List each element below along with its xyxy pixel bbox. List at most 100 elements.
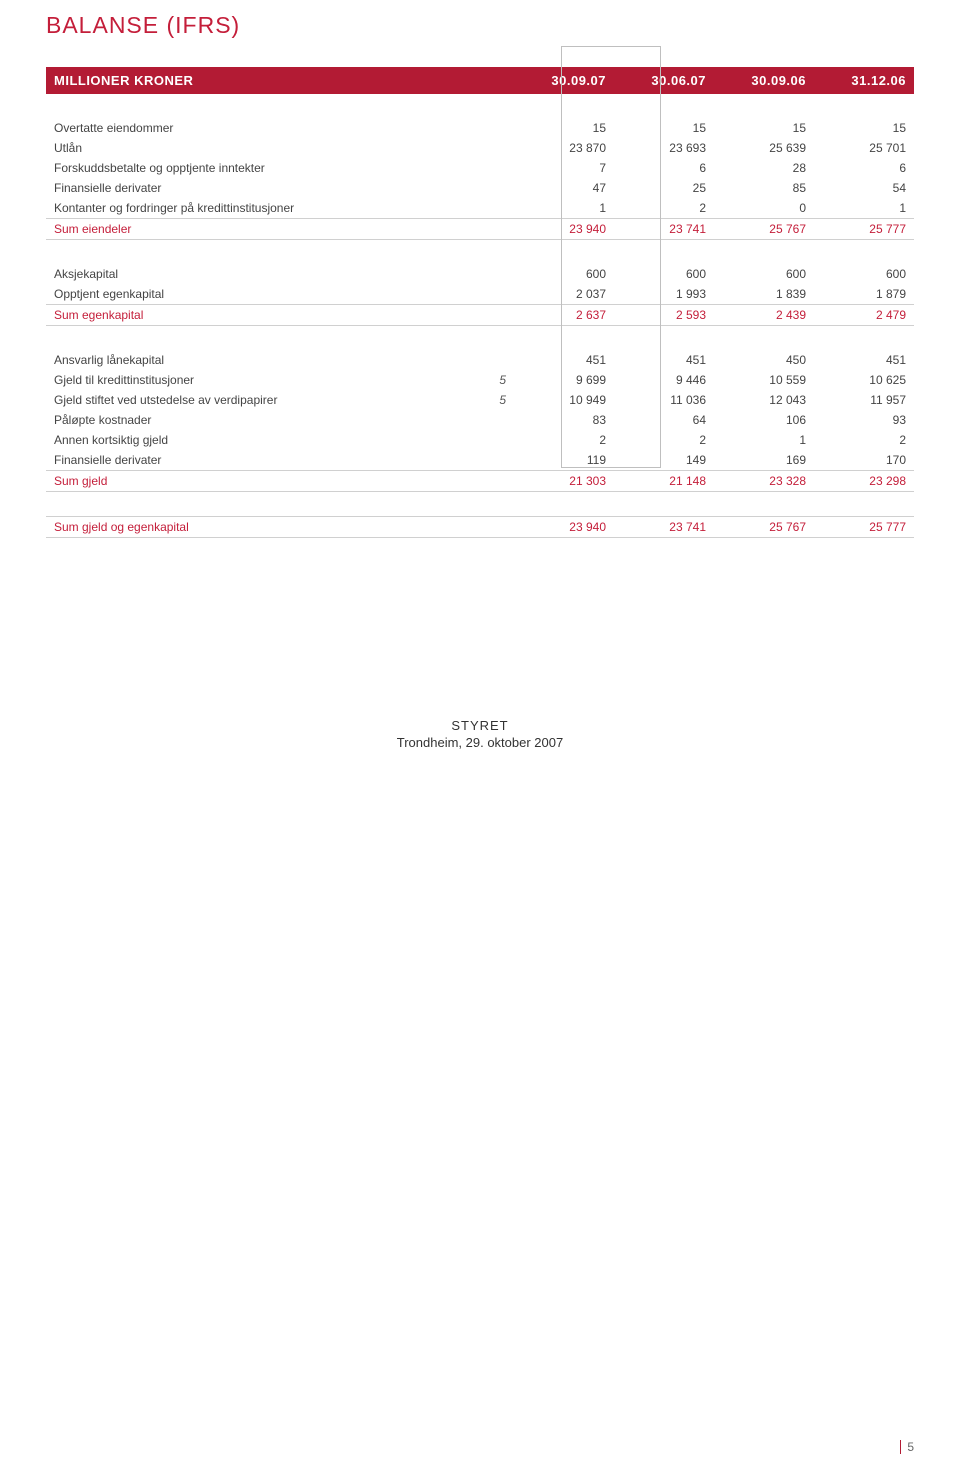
row-value: 1 879 <box>814 284 914 305</box>
row-note: 5 <box>484 390 514 410</box>
spacer-row <box>46 240 914 265</box>
row-note <box>484 118 514 138</box>
row-note <box>484 178 514 198</box>
row-value: 2 439 <box>714 305 814 326</box>
row-value: 2 <box>614 430 714 450</box>
row-value: 9 699 <box>514 370 614 390</box>
row-note <box>484 350 514 370</box>
row-value: 600 <box>514 264 614 284</box>
row-note: 5 <box>484 370 514 390</box>
row-value: 2 <box>814 430 914 450</box>
row-value: 28 <box>714 158 814 178</box>
table-row: Annen kortsiktig gjeld2212 <box>46 430 914 450</box>
row-value: 25 777 <box>814 517 914 538</box>
row-label: Finansielle derivater <box>46 450 484 471</box>
row-label: Sum egenkapital <box>46 305 484 326</box>
table-row: Forskuddsbetalte og opptjente inntekter 7… <box>46 158 914 178</box>
table-row: Utlån23 87023 69325 63925 701 <box>46 138 914 158</box>
row-label: Sum gjeld <box>46 471 484 492</box>
row-value: 451 <box>814 350 914 370</box>
row-label: Finansielle derivater <box>46 178 484 198</box>
row-value: 23 940 <box>514 517 614 538</box>
row-value: 2 593 <box>614 305 714 326</box>
row-value: 9 446 <box>614 370 714 390</box>
table-row: Sum gjeld og egenkapital23 94023 74125 7… <box>46 517 914 538</box>
row-value: 23 741 <box>614 517 714 538</box>
row-note <box>484 450 514 471</box>
table-row: Gjeld stiftet ved utstedelse av verdipap… <box>46 390 914 410</box>
row-value: 2 479 <box>814 305 914 326</box>
row-value: 7 <box>514 158 614 178</box>
table-row: Finansielle derivater119149169170 <box>46 450 914 471</box>
row-value: 25 <box>614 178 714 198</box>
header-col-0: 30.09.07 <box>514 67 614 94</box>
row-value: 0 <box>714 198 814 219</box>
row-note <box>484 138 514 158</box>
row-value: 11 957 <box>814 390 914 410</box>
row-label: Forskuddsbetalte og opptjente inntekter <box>46 158 484 178</box>
signature-block: STYRET Trondheim, 29. oktober 2007 <box>0 718 960 750</box>
row-label: Ansvarlig lånekapital <box>46 350 484 370</box>
row-value: 149 <box>614 450 714 471</box>
row-label: Sum eiendeler <box>46 219 484 240</box>
row-value: 15 <box>814 118 914 138</box>
row-value: 93 <box>814 410 914 430</box>
row-value: 23 298 <box>814 471 914 492</box>
balance-table: MILLIONER KRONER 30.09.07 30.06.07 30.09… <box>46 67 914 538</box>
table-row: Sum gjeld21 30321 14823 32823 298 <box>46 471 914 492</box>
spacer-row <box>46 326 914 351</box>
signature-styret: STYRET <box>0 718 960 733</box>
table-row: Kontanter og fordringer på kredittinstit… <box>46 198 914 219</box>
row-value: 2 037 <box>514 284 614 305</box>
row-value: 119 <box>514 450 614 471</box>
table-row: Aksjekapital600600600600 <box>46 264 914 284</box>
row-value: 21 148 <box>614 471 714 492</box>
row-note <box>484 305 514 326</box>
row-value: 23 693 <box>614 138 714 158</box>
row-value: 15 <box>614 118 714 138</box>
row-value: 2 <box>614 198 714 219</box>
spacer-row <box>46 492 914 517</box>
row-value: 25 639 <box>714 138 814 158</box>
row-value: 6 <box>814 158 914 178</box>
row-value: 10 949 <box>514 390 614 410</box>
row-value: 25 767 <box>714 517 814 538</box>
row-value: 106 <box>714 410 814 430</box>
row-value: 25 777 <box>814 219 914 240</box>
table-row: Sum eiendeler23 94023 74125 76725 777 <box>46 219 914 240</box>
row-value: 23 328 <box>714 471 814 492</box>
row-label: Annen kortsiktig gjeld <box>46 430 484 450</box>
row-note <box>484 517 514 538</box>
row-note <box>484 219 514 240</box>
row-value: 451 <box>514 350 614 370</box>
row-note <box>484 430 514 450</box>
row-value: 600 <box>714 264 814 284</box>
row-label: Utlån <box>46 138 484 158</box>
row-label: Opptjent egenkapital <box>46 284 484 305</box>
header-col-3: 31.12.06 <box>814 67 914 94</box>
row-value: 12 043 <box>714 390 814 410</box>
table-row: Påløpte kostnader836410693 <box>46 410 914 430</box>
table-row: Sum egenkapital 2 6372 5932 4392 479 <box>46 305 914 326</box>
row-value: 2 637 <box>514 305 614 326</box>
page-title: BALANSE (IFRS) <box>0 0 960 39</box>
row-value: 1 <box>714 430 814 450</box>
balance-table-wrap: MILLIONER KRONER 30.09.07 30.06.07 30.09… <box>46 67 914 538</box>
row-value: 450 <box>714 350 814 370</box>
row-value: 1 <box>514 198 614 219</box>
row-label: Kontanter og fordringer på kredittinstit… <box>46 198 484 219</box>
page-number: 5 <box>900 1440 914 1454</box>
row-value: 23 870 <box>514 138 614 158</box>
row-note <box>484 198 514 219</box>
row-value: 451 <box>614 350 714 370</box>
row-label: Gjeld stiftet ved utstedelse av verdipap… <box>46 390 484 410</box>
table-header-row: MILLIONER KRONER 30.09.07 30.06.07 30.09… <box>46 67 914 94</box>
table-row: Overtatte eiendommer15151515 <box>46 118 914 138</box>
row-value: 10 625 <box>814 370 914 390</box>
row-value: 83 <box>514 410 614 430</box>
signature-date: Trondheim, 29. oktober 2007 <box>0 735 960 750</box>
row-value: 10 559 <box>714 370 814 390</box>
spacer-row <box>46 94 914 118</box>
row-value: 47 <box>514 178 614 198</box>
row-value: 1 <box>814 198 914 219</box>
